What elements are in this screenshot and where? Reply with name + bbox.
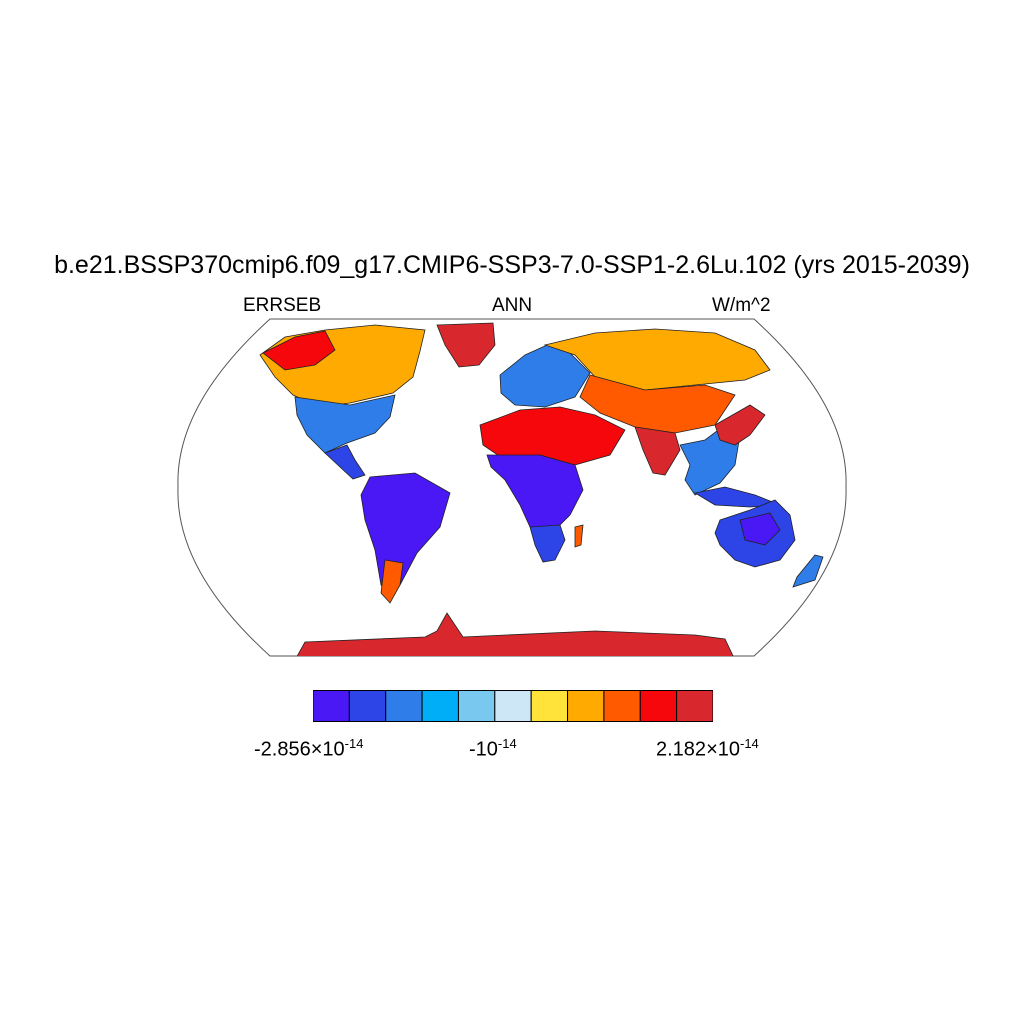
- region-southeast-asia: [679, 424, 741, 496]
- colorbar-max-label: 2.182×10-14: [656, 736, 759, 761]
- region-central-america: [324, 444, 366, 480]
- colorbar-box: [567, 690, 605, 722]
- region-antarctica: [294, 612, 736, 656]
- region-southern-africa: [529, 524, 566, 563]
- colorbar-box: [676, 690, 713, 722]
- colorbar-box: [421, 690, 459, 722]
- region-central-asia: [579, 374, 736, 434]
- colorbar-min-exponent: -14: [344, 736, 364, 751]
- colorbar-min-times: ×: [310, 738, 323, 761]
- region-siberia: [543, 328, 771, 391]
- region-madagascar: [574, 524, 584, 548]
- colorbar: [313, 690, 713, 722]
- colorbar-box: [639, 690, 678, 722]
- colorbar-mid-exponent: -14: [497, 736, 517, 751]
- region-india: [634, 426, 681, 476]
- colorbar-box: [313, 690, 350, 722]
- colorbar-box: [603, 690, 641, 722]
- colorbar-max-exponent: -14: [740, 736, 759, 751]
- colorbar-min-mantissa: -2.856: [254, 738, 311, 761]
- region-greenland: [436, 322, 496, 368]
- region-alaska: [262, 330, 336, 371]
- figure-title: b.e21.BSSP370cmip6.f09_g17.CMIP6-SSP3-7.…: [54, 251, 970, 279]
- colorbar-mid-label: -10-14: [469, 731, 517, 763]
- colorbar-box: [530, 690, 569, 722]
- world-map: [177, 318, 847, 657]
- variable-name: ERRSEB: [243, 295, 322, 316]
- region-australia-interior: [739, 512, 781, 546]
- region-new-zealand: [792, 554, 824, 588]
- region-patagonia: [380, 559, 404, 604]
- colorbar-mid-mantissa: -10: [469, 738, 498, 761]
- region-europe: [499, 344, 591, 408]
- colorbar-box: [494, 690, 532, 722]
- region-north-america-east: [294, 394, 396, 454]
- colorbar-box: [348, 690, 387, 722]
- colorbar-max-mantissa: 2.182: [656, 738, 707, 761]
- colorbar-box: [457, 690, 496, 722]
- colorbar-max-times: ×: [706, 738, 718, 761]
- season-label: ANN: [491, 295, 533, 316]
- region-east-asia: [714, 404, 766, 446]
- colorbar-min-label: -2.856×10-14: [254, 736, 364, 761]
- colorbar-box: [385, 690, 423, 722]
- units-label: W/m^2: [712, 295, 771, 316]
